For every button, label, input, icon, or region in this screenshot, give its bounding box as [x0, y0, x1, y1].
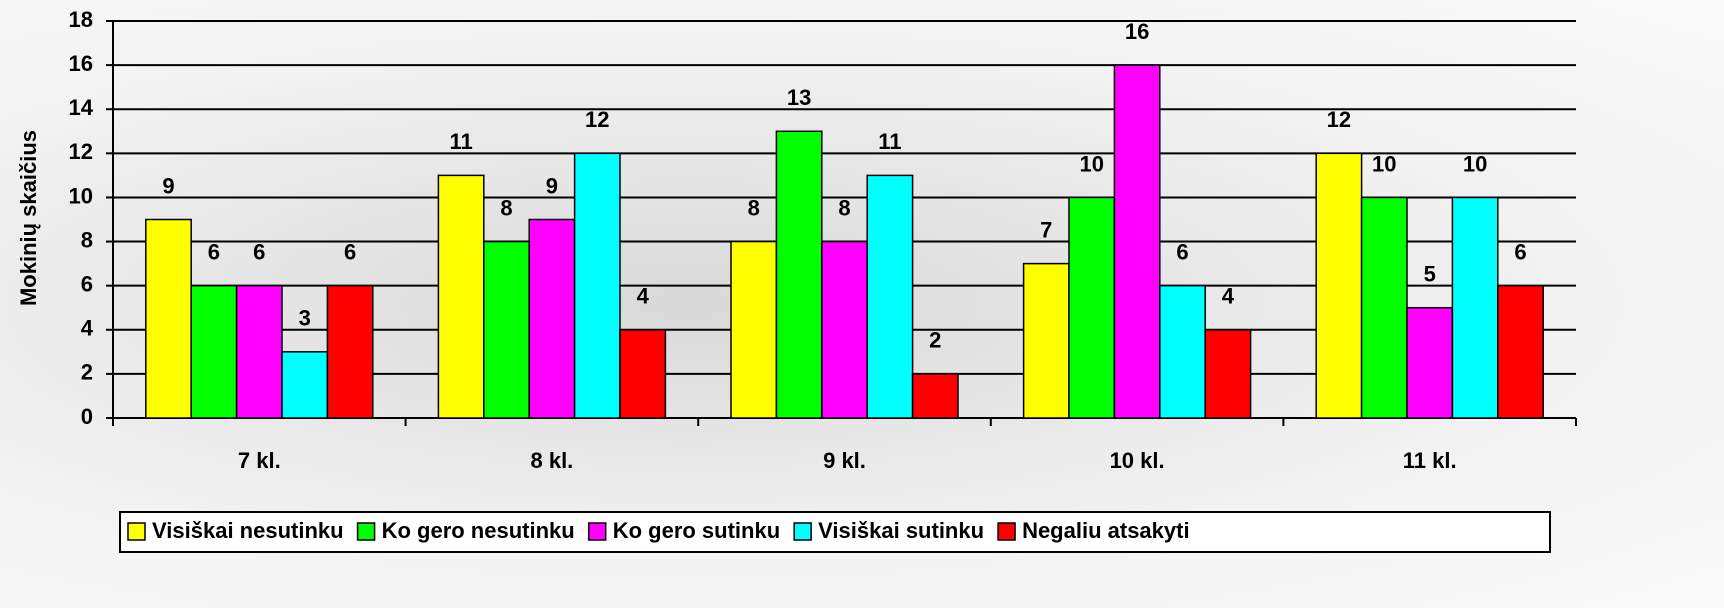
y-tick-label: 2 — [81, 360, 93, 385]
bar — [867, 175, 912, 418]
y-tick-label: 18 — [69, 7, 93, 32]
bar — [575, 153, 620, 418]
legend-label: Visiškai nesutinku — [152, 518, 344, 543]
legend-swatch — [998, 523, 1015, 540]
bar — [237, 286, 282, 418]
legend-swatch — [358, 523, 375, 540]
y-tick-label: 14 — [69, 95, 94, 120]
bar — [484, 242, 529, 418]
legend-label: Negaliu atsakyti — [1022, 518, 1190, 543]
data-label: 13 — [787, 85, 811, 110]
bar — [1024, 264, 1069, 418]
data-label: 4 — [637, 284, 650, 309]
y-tick-label: 0 — [81, 404, 93, 429]
y-tick-label: 12 — [69, 139, 93, 164]
data-label: 8 — [500, 195, 512, 220]
x-tick-label: 9 kl. — [823, 448, 866, 473]
data-label: 8 — [748, 195, 760, 220]
bar — [282, 352, 327, 418]
y-tick-label: 8 — [81, 227, 93, 252]
bar — [1362, 197, 1407, 418]
data-label: 12 — [1327, 107, 1351, 132]
data-label: 12 — [585, 107, 609, 132]
bar — [776, 131, 821, 418]
data-label: 11 — [878, 129, 901, 154]
x-tick-label: 8 kl. — [530, 448, 573, 473]
bar — [822, 242, 867, 418]
data-label: 3 — [299, 306, 311, 331]
data-label: 9 — [162, 173, 174, 198]
chart: Mokinių skaičius 0 2 4 6 8 10 12 14 16 18 7 kl. 9 6 6… — [0, 0, 1724, 608]
bar — [1452, 197, 1497, 418]
bar — [529, 220, 574, 419]
data-label: 2 — [929, 328, 941, 353]
data-label: 5 — [1424, 262, 1436, 287]
bar — [1407, 308, 1452, 418]
bar — [1498, 286, 1543, 418]
legend-label: Ko gero nesutinku — [382, 518, 575, 543]
data-label: 6 — [1176, 239, 1188, 264]
x-tick-label: 11 kl. — [1403, 448, 1457, 473]
data-label: 8 — [838, 195, 850, 220]
legend-label: Visiškai sutinku — [818, 518, 984, 543]
y-axis-label: Mokinių skaičius — [16, 130, 41, 306]
data-label: 16 — [1125, 19, 1149, 44]
bar — [620, 330, 665, 418]
bar — [1205, 330, 1250, 418]
bar — [146, 220, 191, 419]
data-label: 6 — [344, 239, 356, 264]
data-label: 6 — [253, 239, 265, 264]
legend-swatch — [128, 523, 145, 540]
data-label: 6 — [208, 239, 220, 264]
legend-swatch — [589, 523, 606, 540]
y-tick-label: 4 — [81, 316, 94, 341]
data-label: 7 — [1040, 217, 1052, 242]
data-label: 4 — [1222, 284, 1235, 309]
bar — [438, 175, 483, 418]
data-label: 6 — [1514, 239, 1526, 264]
data-label: 10 — [1372, 151, 1396, 176]
bar — [1316, 153, 1361, 418]
legend-swatch — [794, 523, 811, 540]
bar — [731, 242, 776, 418]
y-tick-label: 16 — [69, 51, 93, 76]
y-tick-label: 6 — [81, 271, 93, 296]
data-label: 10 — [1079, 151, 1103, 176]
bar — [191, 286, 236, 418]
legend-label: Ko gero sutinku — [613, 518, 780, 543]
data-label: 9 — [546, 173, 558, 198]
data-label: 10 — [1463, 151, 1487, 176]
y-tick-label: 10 — [69, 183, 93, 208]
bar — [913, 374, 958, 418]
bar — [1114, 65, 1159, 418]
bar — [327, 286, 372, 418]
x-tick-label: 7 kl. — [238, 448, 281, 473]
data-label: 11 — [449, 129, 472, 154]
bar — [1069, 197, 1114, 418]
bar — [1160, 286, 1205, 418]
x-tick-label: 10 kl. — [1110, 448, 1165, 473]
